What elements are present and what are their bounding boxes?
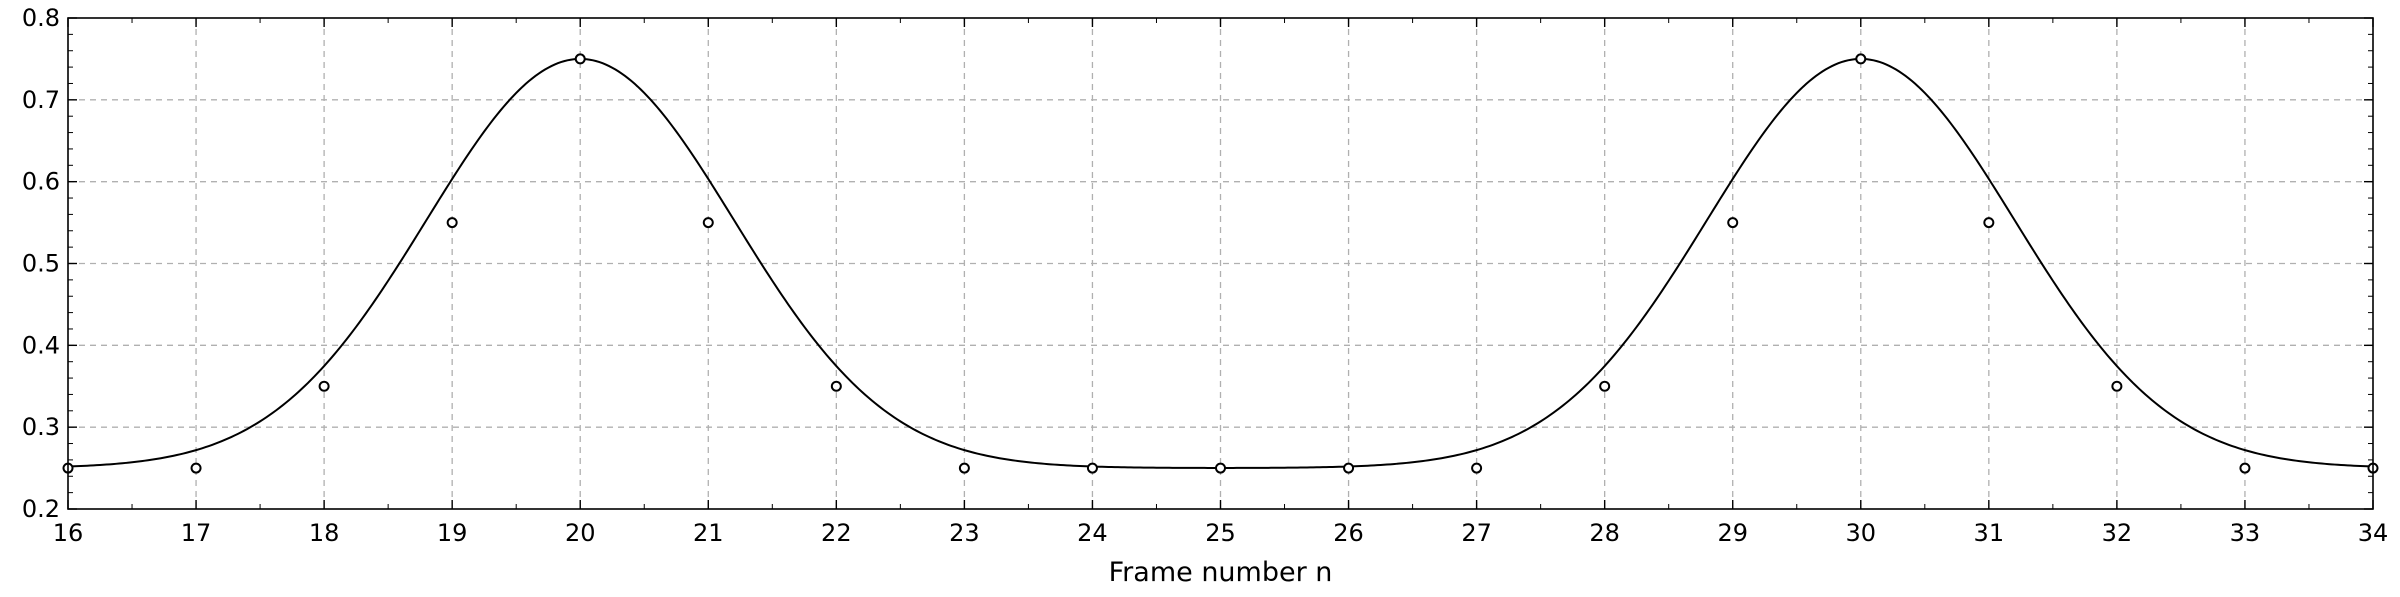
data-point: [1728, 218, 1737, 227]
y-tick-label: 0.4: [22, 331, 60, 359]
data-point: [960, 464, 969, 473]
x-tick-label: 29: [1717, 519, 1748, 547]
data-point: [320, 382, 329, 391]
y-tick-label: 0.7: [22, 86, 60, 114]
y-tick-label: 0.6: [22, 168, 60, 196]
x-tick-label: 23: [949, 519, 980, 547]
data-point: [2112, 382, 2121, 391]
data-point: [1088, 464, 1097, 473]
x-tick-label: 28: [1589, 519, 1620, 547]
data-point: [1344, 464, 1353, 473]
data-point: [1600, 382, 1609, 391]
data-point: [192, 464, 201, 473]
grid-lines: [68, 18, 2373, 509]
data-point: [832, 382, 841, 391]
x-tick-label: 22: [821, 519, 852, 547]
x-axis-title: Frame number n: [1109, 557, 1333, 588]
y-tick-label: 0.8: [22, 4, 60, 32]
data-point: [1856, 54, 1865, 63]
data-point: [576, 54, 585, 63]
x-tick-label: 21: [693, 519, 724, 547]
y-tick-label: 0.2: [22, 495, 60, 523]
data-point: [704, 218, 713, 227]
x-tick-label: 25: [1205, 519, 1236, 547]
x-tick-label: 20: [565, 519, 596, 547]
data-point: [1984, 218, 1993, 227]
x-tick-label: 26: [1333, 519, 1364, 547]
x-tick-label: 30: [1846, 519, 1877, 547]
x-tick-label: 27: [1461, 519, 1492, 547]
x-tick-label: 19: [437, 519, 468, 547]
x-tick-label: 32: [2102, 519, 2133, 547]
y-tick-label: 0.5: [22, 250, 60, 278]
data-point: [448, 218, 457, 227]
x-tick-label: 18: [309, 519, 340, 547]
data-point: [1472, 464, 1481, 473]
x-tick-label: 24: [1077, 519, 1108, 547]
x-tick-labels: 16 17 18 19 20 21 22 23 24 25 26 27 28 29 30 31 32 33 34: [53, 519, 2389, 547]
x-tick-label: 16: [53, 519, 84, 547]
x-tick-label: 31: [1974, 519, 2005, 547]
data-point: [2240, 464, 2249, 473]
y-tick-label: 0.3: [22, 413, 60, 441]
y-tick-labels: 0.2 0.3 0.4 0.5 0.6 0.7 0.8: [22, 4, 60, 523]
x-tick-label: 33: [2230, 519, 2261, 547]
x-tick-label: 34: [2358, 519, 2389, 547]
x-tick-label: 17: [181, 519, 212, 547]
data-point: [1216, 464, 1225, 473]
